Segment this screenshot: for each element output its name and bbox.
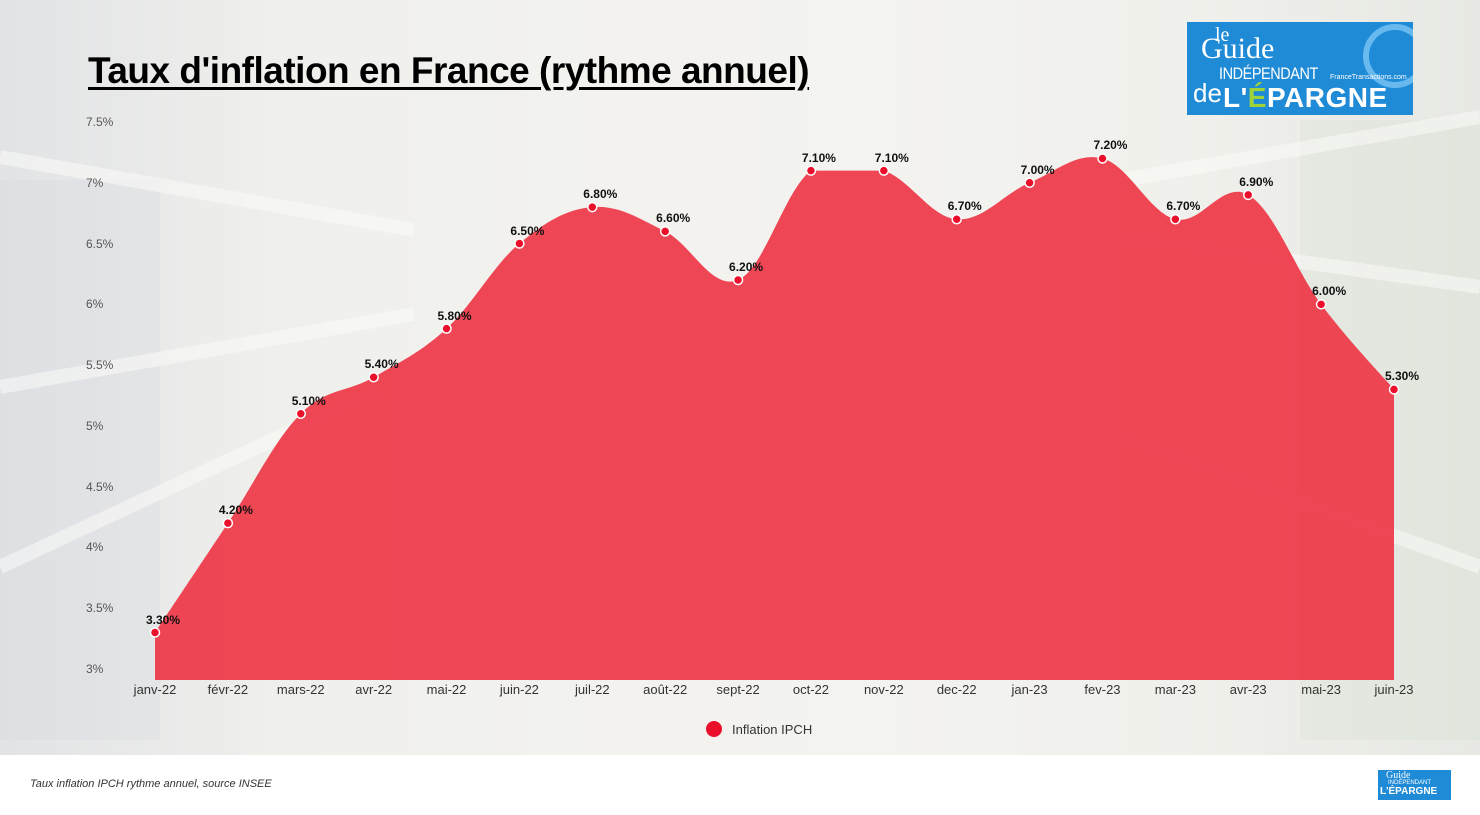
x-tick-label: mai-22 xyxy=(426,682,467,697)
logo-e-accent: É xyxy=(1247,82,1267,113)
data-point-label: 6.70% xyxy=(947,199,982,214)
mini-logo-lep: L' xyxy=(1380,786,1389,797)
x-tick-label: nov-22 xyxy=(863,682,904,697)
legend-marker-icon xyxy=(706,721,722,737)
data-point-label: 6.00% xyxy=(1312,284,1347,299)
logo-le: le xyxy=(1215,24,1230,46)
data-point-marker[interactable] xyxy=(732,274,744,286)
logo-epargne: L'ÉPARGNE xyxy=(1223,82,1388,114)
mini-logo-pargne: PARGNE xyxy=(1395,786,1438,797)
data-point-label: 3.30% xyxy=(145,612,181,627)
x-tick-label: avr-23 xyxy=(1229,682,1267,697)
data-point-marker[interactable] xyxy=(951,213,962,225)
mini-logo-epargne: L'ÉPARGNE xyxy=(1380,786,1437,797)
data-point-label: 7.20% xyxy=(1093,138,1128,153)
data-point-label: 6.70% xyxy=(1166,199,1201,214)
x-tick-label: janv-22 xyxy=(133,682,177,697)
legend[interactable]: Inflation IPCH xyxy=(706,721,812,737)
x-tick-label: juin-22 xyxy=(499,682,539,697)
data-point-label: 5.10% xyxy=(291,393,326,408)
inflation-area xyxy=(155,157,1394,680)
x-tick-label: mar-23 xyxy=(1154,682,1196,697)
source-caption: Taux inflation IPCH rythme annuel, sourc… xyxy=(30,778,272,790)
x-tick-label: oct-22 xyxy=(792,682,830,697)
x-tick-label: sept-22 xyxy=(716,682,760,697)
y-tick-label: 4% xyxy=(86,540,104,555)
legend-label: Inflation IPCH xyxy=(732,721,813,737)
data-point-label: 5.30% xyxy=(1384,369,1420,384)
y-tick-label: 5% xyxy=(86,418,104,433)
data-point-marker[interactable] xyxy=(587,201,598,213)
logo-site: FranceTransactions.com xyxy=(1330,74,1407,81)
data-point-marker[interactable] xyxy=(441,323,452,334)
logo-ring-icon xyxy=(1363,24,1413,88)
x-tick-label: mars-22 xyxy=(276,682,325,697)
x-tick-label: jan-23 xyxy=(1011,682,1048,697)
y-tick-label: 6.5% xyxy=(86,236,114,251)
data-point-marker[interactable] xyxy=(1388,384,1400,395)
data-point-marker[interactable] xyxy=(1024,177,1035,189)
data-point-marker[interactable] xyxy=(1315,299,1327,310)
y-tick-label: 7% xyxy=(86,175,104,190)
mini-logo-e: É xyxy=(1388,786,1396,797)
data-point-marker[interactable] xyxy=(149,627,161,638)
y-tick-label: 7.5% xyxy=(86,115,114,129)
mini-logo-independant: INDÉPENDANT xyxy=(1388,780,1432,786)
logo-de: de xyxy=(1193,78,1222,108)
x-tick-label: fev-23 xyxy=(1084,682,1121,697)
data-point-label: 6.90% xyxy=(1239,174,1274,189)
x-tick-label: juil-22 xyxy=(574,682,610,697)
data-point-label: 6.80% xyxy=(583,187,618,202)
logo-guide: Guide xyxy=(1201,32,1275,65)
data-point-marker[interactable] xyxy=(1097,153,1108,164)
logo-independant: INDÉPENDANT xyxy=(1219,64,1318,83)
data-point-marker[interactable] xyxy=(878,165,890,176)
logo-lep: L' xyxy=(1223,82,1248,113)
data-point-marker[interactable] xyxy=(368,372,379,383)
x-tick-label: août-22 xyxy=(643,682,688,697)
data-point-label: 7.10% xyxy=(801,150,836,165)
y-tick-label: 4.5% xyxy=(86,479,114,494)
data-point-label: 6.60% xyxy=(656,211,691,226)
logo-pargne: PARGNE xyxy=(1266,82,1388,113)
data-point-marker[interactable] xyxy=(295,408,307,419)
x-tick-label: févr-22 xyxy=(207,682,249,697)
data-point-label: 6.20% xyxy=(729,260,764,275)
y-tick-label: 5.5% xyxy=(86,358,114,373)
data-point-label: 7.00% xyxy=(1020,162,1055,177)
chart-title: Taux d'inflation en France (rythme annue… xyxy=(88,50,810,91)
data-point-label: 4.20% xyxy=(218,503,253,518)
data-point-marker[interactable] xyxy=(659,226,671,237)
area-chart xyxy=(149,153,1400,680)
y-tick-label: 3% xyxy=(86,662,104,676)
data-point-label: 5.80% xyxy=(437,308,472,323)
data-point-marker[interactable] xyxy=(514,238,525,249)
data-point-label: 7.10% xyxy=(874,150,909,165)
data-point-marker[interactable] xyxy=(1242,189,1254,201)
y-tick-label: 6% xyxy=(86,297,104,312)
y-tick-label: 3.5% xyxy=(86,601,114,616)
data-point-label: 5.40% xyxy=(364,357,399,372)
mini-logo-guide: Guide xyxy=(1386,770,1411,781)
guide-epargne-logo[interactable]: le Guide INDÉPENDANT FranceTransactions.… xyxy=(1187,22,1413,115)
data-point-label: 6.50% xyxy=(510,223,545,238)
data-point-marker[interactable] xyxy=(222,517,234,529)
x-tick-label: juin-23 xyxy=(1374,682,1414,697)
x-tick-label: avr-22 xyxy=(355,682,393,697)
x-tick-label: mai-23 xyxy=(1301,682,1341,697)
mini-logo[interactable]: Guide INDÉPENDANT L'ÉPARGNE xyxy=(1378,770,1451,800)
data-point-marker[interactable] xyxy=(805,165,817,176)
x-tick-label: dec-22 xyxy=(936,682,977,697)
data-point-marker[interactable] xyxy=(1170,213,1181,225)
